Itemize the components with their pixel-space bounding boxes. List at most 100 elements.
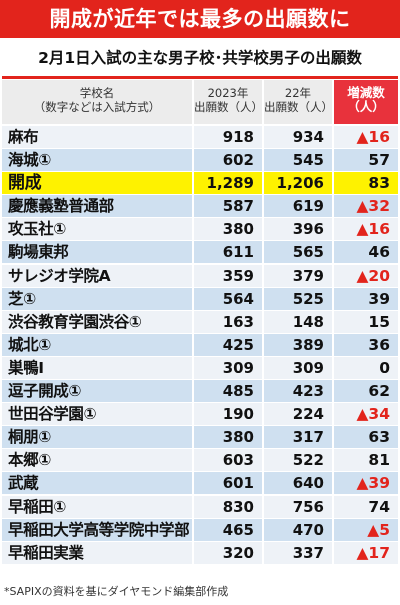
school-name: 開成 [2, 172, 192, 195]
change-value: ▲16 [334, 126, 398, 148]
applicants-2022: 423 [264, 380, 332, 403]
change-value: 74 [334, 495, 398, 518]
applicants-2022: 619 [264, 195, 332, 218]
applicants-2023: 611 [194, 241, 262, 264]
table-row: 駒場東邦 611 565 46 [2, 241, 398, 264]
change-value: 39 [334, 287, 398, 310]
table-row: 早稲田大学高等学院中学部 465 470 ▲5 [2, 518, 398, 542]
change-value: 46 [334, 241, 398, 264]
applicants-2023: 359 [194, 264, 262, 287]
title-banner [0, 0, 400, 38]
applicants-2023: 320 [194, 541, 262, 564]
applicants-2022: 522 [264, 449, 332, 472]
table-row: 世田谷学園① 190 224 ▲34 [2, 403, 398, 426]
header-22: 22年 出願数（人） [264, 80, 333, 124]
applicants-2023: 465 [194, 518, 262, 541]
school-name: 麻布 [2, 126, 192, 148]
school-name: 逗子開成① [2, 380, 192, 403]
applicants-2023: 1,289 [194, 172, 262, 195]
change-value: ▲16 [334, 218, 398, 241]
applicants-2022: 934 [264, 126, 332, 148]
school-name: 攻玉社① [2, 218, 192, 241]
change-value: 57 [334, 149, 398, 172]
header-2023-line1: 2023年 [207, 86, 249, 100]
applicants-2023: 163 [194, 310, 262, 333]
table-row: 本郷① 603 522 81 [2, 449, 398, 472]
table-row: 早稲田① 830 756 74 [2, 495, 398, 519]
applicants-2022: 309 [264, 356, 332, 379]
change-value: ▲39 [334, 472, 398, 495]
table-row: 武蔵 601 640 ▲39 [2, 472, 398, 495]
applicants-2022: 1,206 [264, 172, 332, 195]
school-name: 武蔵 [2, 472, 192, 495]
table-row: 早稲田実業 320 337 ▲17 [2, 541, 398, 565]
page-title: 開成が近年では最多の出願数に [49, 7, 351, 31]
school-name: 城北① [2, 333, 192, 356]
table-row: 逗子開成① 485 423 62 [2, 380, 398, 403]
change-value: 0 [334, 356, 398, 379]
applicants-2022: 337 [264, 541, 332, 564]
applicants-2023: 601 [194, 472, 262, 495]
applicants-2022: 565 [264, 241, 332, 264]
applicants-2022: 317 [264, 426, 332, 449]
school-name: 桐朋① [2, 426, 192, 449]
table-row: 渋谷教育学園渋谷① 163 148 15 [2, 310, 398, 334]
applicants-2023: 602 [194, 149, 262, 172]
applicants-2023: 309 [194, 356, 262, 379]
applicants-2022: 148 [264, 310, 332, 333]
applicants-2022: 224 [264, 403, 332, 426]
applicants-2023: 380 [194, 218, 262, 241]
school-name: 海城① [2, 149, 192, 172]
header-diff-line1: 増減数 [347, 85, 385, 100]
change-value: 36 [334, 333, 398, 356]
header-school-line2: （数字などは入試方式） [33, 100, 161, 114]
change-value: 15 [334, 310, 398, 333]
school-name: 早稲田大学高等学院中学部 [2, 518, 192, 541]
school-name: 巣鴨Ⅰ [2, 356, 192, 379]
school-name: 世田谷学園① [2, 403, 192, 426]
header-2023-line2: 出願数（人） [194, 100, 263, 114]
applicants-2022: 545 [264, 149, 332, 172]
school-name: サレジオ学院A [2, 264, 192, 287]
table-row: 開成 1,289 1,206 83 [2, 172, 398, 195]
header-diff: 増減数 （人） [334, 80, 398, 124]
change-value: 62 [334, 380, 398, 403]
applicants-2023: 603 [194, 449, 262, 472]
school-name: 渋谷教育学園渋谷① [2, 310, 192, 333]
change-value: 83 [334, 172, 398, 195]
table-row: 桐朋① 380 317 63 [2, 426, 398, 449]
applicants-2022: 640 [264, 472, 332, 495]
school-name: 本郷① [2, 449, 192, 472]
header-2023: 2023年 出願数（人） [194, 80, 263, 124]
applicants-2023: 380 [194, 426, 262, 449]
applicants-2023: 190 [194, 403, 262, 426]
table-row: 芝① 564 525 39 [2, 287, 398, 311]
source-footnote: *SAPIXの資料を基にダイヤモンド編集部作成 [4, 585, 229, 598]
school-name: 駒場東邦 [2, 241, 192, 264]
applications-table: 麻布 918 934 ▲16 海城① 602 545 57 開成 1,289 1,206 83 慶應義塾… [2, 126, 398, 565]
applicants-2023: 587 [194, 195, 262, 218]
applicants-2022: 379 [264, 264, 332, 287]
applicants-2022: 525 [264, 287, 332, 310]
change-value: ▲5 [334, 518, 398, 541]
table-subtitle: 2月1日入試の主な男子校･共学校男子の出願数 [38, 49, 362, 67]
applicants-2023: 425 [194, 333, 262, 356]
header-school: 学校名 （数字などは入試方式） [2, 80, 192, 124]
table-row: 城北① 425 389 36 [2, 333, 398, 357]
header-22-line2: 出願数（人） [264, 100, 333, 114]
school-name: 芝① [2, 287, 192, 310]
table-row: サレジオ学院A 359 379 ▲20 [2, 264, 398, 288]
school-name: 早稲田実業 [2, 541, 192, 564]
table-row: 麻布 918 934 ▲16 [2, 126, 398, 149]
table-row: 海城① 602 545 57 [2, 149, 398, 172]
change-value: ▲34 [334, 403, 398, 426]
applicants-2023: 485 [194, 380, 262, 403]
applicants-2023: 830 [194, 495, 262, 518]
applicants-2022: 389 [264, 333, 332, 356]
change-value: 63 [334, 426, 398, 449]
table-row: 巣鴨Ⅰ 309 309 0 [2, 356, 398, 380]
change-value: ▲17 [334, 541, 398, 564]
applicants-2022: 396 [264, 218, 332, 241]
header-school-line1: 学校名 [79, 86, 115, 100]
header-diff-line2: （人） [347, 99, 385, 114]
